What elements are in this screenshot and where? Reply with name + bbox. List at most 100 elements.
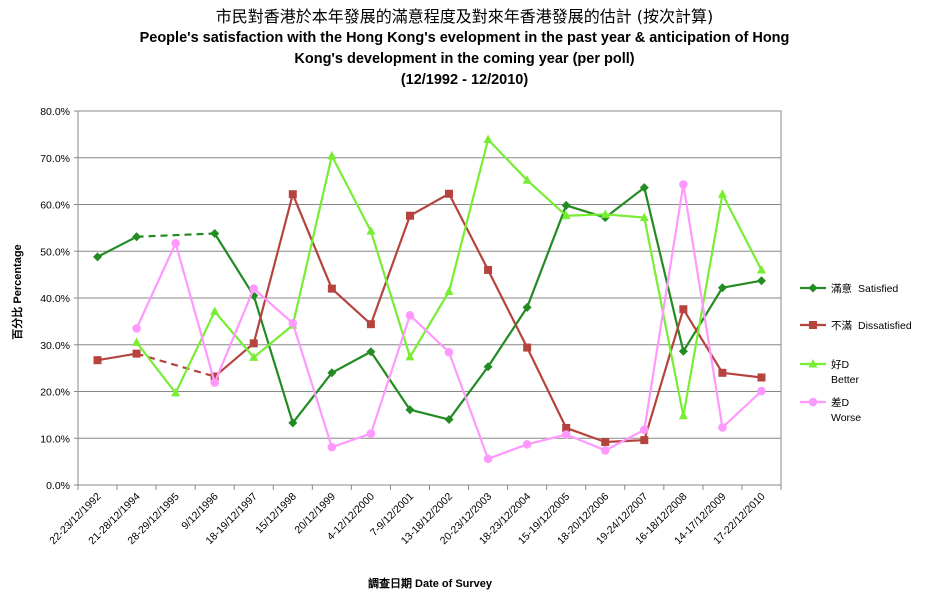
data-point bbox=[483, 362, 493, 372]
data-point bbox=[601, 437, 610, 446]
data-point bbox=[444, 415, 454, 425]
data-point bbox=[522, 302, 532, 312]
series-satisfied bbox=[93, 183, 766, 428]
x-tick-label: 15/12/1998 bbox=[253, 491, 299, 537]
data-point bbox=[483, 134, 493, 144]
series-line-segment bbox=[253, 324, 294, 359]
series-line-segment bbox=[174, 243, 216, 383]
y-tick-label: 30.0% bbox=[40, 340, 70, 352]
series-line-segment bbox=[487, 269, 529, 349]
data-point bbox=[522, 440, 532, 449]
series-line-segment bbox=[291, 322, 333, 448]
data-point bbox=[600, 209, 610, 218]
data-point bbox=[639, 212, 649, 222]
series-line-segment bbox=[526, 179, 567, 217]
gridlines bbox=[74, 110, 782, 490]
series-better bbox=[132, 134, 766, 420]
series-line-segment bbox=[331, 350, 372, 374]
data-point bbox=[132, 324, 141, 333]
data-point bbox=[523, 343, 532, 352]
series-line-segment bbox=[409, 314, 450, 354]
data-point bbox=[562, 423, 571, 432]
x-axis-ticks: 22-23/12/199221-28/12/199428-29/12/19959… bbox=[47, 491, 767, 547]
legend: 滿意 Satisfied 不滿 Dissatisfied 好D Better 差D Worse bbox=[800, 282, 912, 424]
data-point bbox=[210, 378, 219, 387]
series-line-segment bbox=[643, 308, 685, 441]
y-tick-label: 70.0% bbox=[40, 153, 70, 165]
series-line-segment bbox=[213, 232, 255, 297]
series-line-segment bbox=[566, 213, 606, 217]
data-point bbox=[405, 351, 415, 361]
y-tick-label: 40.0% bbox=[40, 293, 70, 305]
series-line-segment bbox=[447, 139, 490, 292]
series-line-segment bbox=[682, 184, 724, 428]
data-point bbox=[288, 418, 298, 428]
series-worse bbox=[132, 180, 766, 464]
legend-label-zh: 好D bbox=[831, 359, 849, 371]
chart-title-en-line1: People's satisfaction with the Hong Kong… bbox=[139, 30, 790, 46]
data-point bbox=[210, 372, 219, 381]
series-line-segment bbox=[721, 193, 763, 271]
data-point bbox=[93, 356, 102, 365]
data-point bbox=[679, 180, 688, 189]
data-point bbox=[756, 276, 766, 286]
data-point bbox=[640, 436, 649, 445]
legend-label-zh: 滿意 bbox=[831, 282, 852, 295]
series-line-segment bbox=[135, 242, 177, 329]
x-tick-label: 9/12/1996 bbox=[179, 491, 221, 533]
data-point bbox=[678, 346, 688, 356]
data-point bbox=[132, 349, 141, 358]
data-point bbox=[132, 232, 142, 242]
series-line-segment bbox=[370, 351, 411, 411]
series-line-segment bbox=[213, 288, 255, 384]
data-point bbox=[717, 283, 727, 293]
data-point bbox=[483, 454, 493, 464]
series-line-segment bbox=[682, 308, 724, 374]
series-line-segment bbox=[409, 290, 450, 358]
series-line-segment bbox=[526, 347, 568, 429]
series-line-segment bbox=[643, 184, 685, 431]
y-tick-label: 10.0% bbox=[40, 433, 70, 445]
series-dashed-segment bbox=[136, 232, 215, 238]
data-point bbox=[171, 239, 180, 248]
series-line-segment bbox=[291, 372, 333, 424]
data-point bbox=[444, 347, 454, 357]
series-line-segment bbox=[253, 287, 294, 325]
series-line-segment bbox=[721, 390, 763, 429]
series-line-segment bbox=[369, 230, 412, 358]
series-line-segment bbox=[97, 352, 137, 362]
data-point bbox=[757, 373, 766, 382]
series-line-segment bbox=[252, 295, 294, 424]
series-line-segment bbox=[565, 426, 606, 444]
y-tick-label: 0.0% bbox=[46, 480, 70, 492]
series-line-segment bbox=[448, 366, 489, 421]
series-line-segment bbox=[487, 443, 528, 460]
data-point bbox=[639, 183, 649, 193]
data-point bbox=[718, 423, 727, 432]
data-point bbox=[327, 150, 337, 160]
series-line-segment bbox=[97, 235, 138, 258]
series-line-segment bbox=[213, 342, 255, 378]
x-axis-label: 調查日期 Date of Survey bbox=[368, 576, 493, 590]
y-axis-label: 百分比 Percentage bbox=[10, 244, 24, 339]
y-tick-label: 20.0% bbox=[40, 387, 70, 399]
series-line-segment bbox=[369, 215, 412, 325]
data-point bbox=[756, 264, 766, 274]
legend-label-zh: 差D bbox=[831, 396, 849, 409]
data-point bbox=[445, 189, 454, 198]
data-point bbox=[678, 410, 688, 420]
data-point bbox=[561, 200, 571, 210]
series-line-segment bbox=[526, 433, 567, 446]
legend-marker bbox=[808, 283, 818, 293]
data-point bbox=[679, 305, 688, 314]
legend-label-en: Satisfied bbox=[858, 283, 898, 295]
series-line-segment bbox=[135, 341, 177, 394]
data-point bbox=[484, 265, 493, 274]
data-point bbox=[561, 430, 571, 439]
y-axis-ticks: 0.0% 10.0% 20.0% 30.0% 40.0% 50.0% 60.0% 70.0% 8… bbox=[40, 106, 70, 492]
legend-label-en: Worse bbox=[831, 412, 861, 424]
series-line-segment bbox=[448, 193, 490, 271]
series-line-segment bbox=[174, 311, 216, 394]
y-tick-label: 60.0% bbox=[40, 200, 70, 212]
